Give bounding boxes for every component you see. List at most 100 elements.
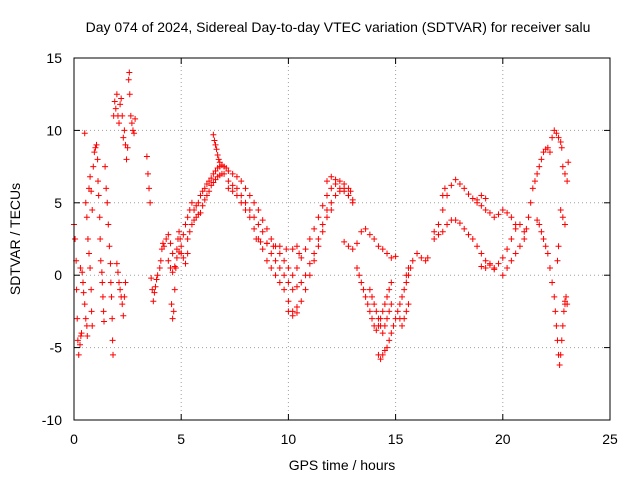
data-point	[474, 243, 481, 250]
data-point	[448, 182, 455, 189]
data-point	[491, 214, 498, 221]
data-point	[323, 192, 330, 199]
data-point	[74, 337, 81, 344]
data-point	[328, 199, 335, 206]
data-point	[341, 180, 348, 187]
data-point	[178, 243, 185, 250]
data-point	[109, 315, 116, 322]
data-point	[336, 178, 343, 185]
data-point	[229, 188, 236, 195]
data-point	[306, 236, 313, 242]
data-point	[354, 240, 361, 247]
data-point	[358, 228, 365, 235]
data-point	[214, 152, 221, 159]
data-point	[157, 257, 164, 264]
data-point	[167, 240, 174, 247]
data-point	[123, 156, 130, 163]
tick-labels: 0 5 10 15 20 25 -10 -5 0 5 10 15	[42, 50, 618, 447]
data-point	[469, 195, 476, 202]
data-point	[199, 202, 206, 209]
data-point	[527, 199, 534, 206]
data-point	[253, 236, 260, 242]
data-point	[302, 246, 309, 253]
data-point	[558, 337, 565, 344]
data-point	[151, 289, 158, 296]
x-tick-label: 10	[281, 431, 297, 447]
data-point	[263, 225, 270, 232]
data-point	[82, 315, 89, 322]
data-point	[178, 250, 185, 257]
data-point	[444, 221, 451, 228]
data-point	[561, 221, 568, 228]
data-point	[146, 185, 153, 192]
data-point	[381, 322, 388, 329]
data-point	[201, 196, 208, 203]
y-tick-label: 5	[54, 195, 62, 211]
data-point	[559, 322, 566, 329]
data-point	[150, 298, 157, 305]
data-point	[197, 209, 204, 216]
y-tick-label: 15	[46, 50, 62, 66]
data-point	[276, 279, 283, 286]
y-tick-label: 0	[54, 267, 62, 283]
data-point	[118, 95, 125, 102]
data-point	[540, 236, 547, 242]
data-point	[465, 231, 472, 238]
data-point	[148, 275, 155, 282]
data-point	[276, 243, 283, 250]
data-point	[108, 293, 115, 300]
data-point	[508, 236, 515, 242]
data-point	[167, 264, 174, 271]
data-point	[379, 351, 386, 358]
data-point	[152, 283, 159, 290]
data-point	[87, 264, 94, 271]
data-point	[553, 130, 560, 137]
data-point	[557, 351, 564, 358]
data-point	[242, 207, 249, 214]
data-point	[414, 250, 421, 257]
data-point	[88, 286, 95, 293]
data-point	[122, 279, 129, 286]
data-point	[377, 356, 384, 363]
data-point	[215, 156, 222, 163]
data-point	[564, 178, 571, 185]
data-point	[210, 131, 217, 138]
data-point	[396, 301, 403, 308]
data-point	[107, 279, 114, 286]
data-point	[474, 196, 481, 203]
data-point	[73, 286, 80, 293]
data-point	[478, 263, 485, 270]
data-point	[499, 254, 506, 261]
data-point	[246, 214, 253, 221]
data-point	[74, 315, 81, 322]
data-point	[401, 286, 408, 293]
data-point	[212, 141, 219, 148]
data-point	[119, 301, 126, 308]
data-point	[388, 279, 395, 286]
data-point	[564, 301, 571, 308]
data-point	[319, 221, 326, 228]
data-point	[218, 162, 225, 169]
data-point	[125, 76, 132, 83]
data-point	[81, 130, 88, 137]
data-point	[78, 330, 85, 337]
data-point	[96, 214, 103, 221]
data-point	[77, 333, 84, 340]
data-point	[418, 254, 425, 261]
data-point	[405, 301, 412, 308]
data-point	[538, 156, 545, 163]
data-point	[259, 217, 266, 224]
data-point	[311, 225, 318, 232]
data-point	[311, 250, 318, 257]
data-point	[529, 185, 536, 192]
data-point	[109, 337, 116, 344]
data-point	[531, 178, 538, 185]
data-point	[95, 192, 102, 199]
data-point	[302, 286, 309, 293]
data-point	[180, 254, 187, 261]
data-point	[375, 243, 382, 250]
data-point	[88, 188, 95, 195]
data-point	[499, 272, 506, 279]
data-point	[233, 185, 240, 192]
